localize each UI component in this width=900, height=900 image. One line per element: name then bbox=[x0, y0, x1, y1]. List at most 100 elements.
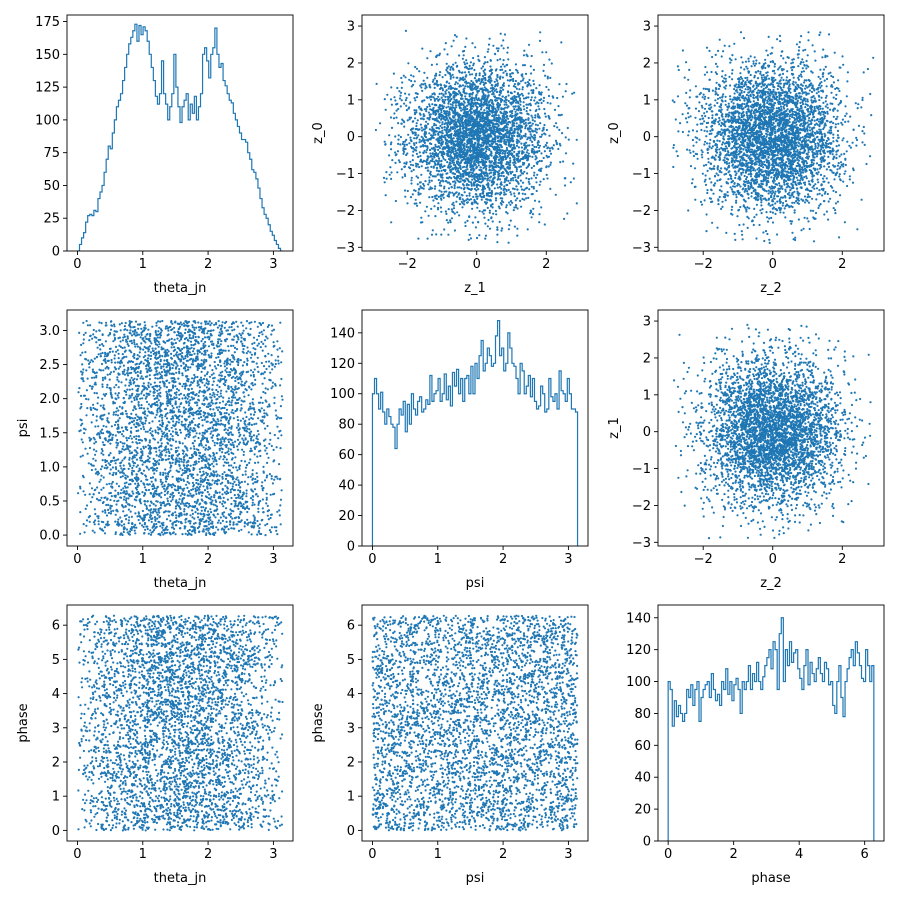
scatter-point bbox=[538, 221, 541, 224]
scatter-point bbox=[502, 47, 505, 50]
scatter-point bbox=[487, 184, 490, 187]
scatter-point bbox=[470, 144, 473, 147]
scatter-point bbox=[520, 157, 523, 161]
scatter-point bbox=[476, 126, 479, 129]
scatter-point bbox=[511, 170, 514, 173]
scatter-point bbox=[428, 96, 431, 99]
scatter-point bbox=[538, 39, 542, 43]
scatter-point bbox=[513, 163, 516, 167]
scatter-point bbox=[688, 96, 691, 99]
scatter-point bbox=[816, 193, 819, 196]
scatter-point bbox=[471, 83, 475, 86]
scatter-point bbox=[466, 123, 469, 126]
scatter-point bbox=[514, 63, 518, 66]
scatter-point bbox=[447, 96, 450, 99]
scatter-point bbox=[471, 178, 474, 181]
scatter-point bbox=[467, 98, 471, 102]
scatter-point bbox=[454, 164, 457, 167]
scatter-point bbox=[452, 92, 455, 95]
scatter-point bbox=[742, 223, 745, 226]
scatter-point bbox=[466, 120, 469, 123]
scatter-point bbox=[385, 171, 388, 174]
scatter-point bbox=[496, 76, 499, 79]
scatter-point bbox=[474, 74, 477, 77]
scatter-point bbox=[417, 237, 420, 240]
scatter-point bbox=[521, 181, 525, 184]
scatter-point bbox=[375, 82, 378, 85]
scatter-point bbox=[491, 89, 494, 92]
scatter-point bbox=[454, 118, 457, 121]
scatter-point bbox=[546, 101, 549, 104]
scatter-point bbox=[475, 98, 478, 101]
scatter-point bbox=[505, 149, 508, 152]
scatter-point bbox=[566, 126, 569, 130]
y-tick-label: −3 bbox=[336, 241, 355, 256]
scatter-point bbox=[530, 114, 533, 117]
scatter-point bbox=[545, 128, 549, 132]
scatter-point bbox=[443, 84, 446, 87]
scatter-point bbox=[456, 195, 459, 198]
scatter-point bbox=[470, 97, 473, 100]
scatter-point bbox=[399, 91, 403, 94]
scatter-point bbox=[480, 88, 483, 91]
scatter-point bbox=[706, 191, 709, 195]
scatter-point bbox=[478, 125, 481, 128]
scatter-point bbox=[516, 135, 519, 138]
scatter-point bbox=[461, 198, 464, 201]
scatter-point bbox=[463, 142, 466, 145]
scatter-point bbox=[575, 138, 578, 141]
scatter-point bbox=[464, 123, 467, 126]
scatter-point bbox=[429, 170, 432, 173]
scatter-point bbox=[846, 80, 849, 83]
scatter-point bbox=[468, 82, 471, 85]
scatter-point bbox=[420, 83, 423, 86]
scatter-point bbox=[473, 199, 476, 202]
scatter-point bbox=[762, 231, 765, 234]
scatter-point bbox=[725, 147, 729, 150]
scatter-point bbox=[456, 82, 459, 85]
scatter-point bbox=[474, 46, 477, 49]
scatter-point bbox=[533, 120, 536, 123]
scatter-point bbox=[443, 190, 446, 193]
scatter-point bbox=[467, 146, 470, 149]
scatter-point bbox=[721, 200, 724, 203]
scatter-point bbox=[513, 108, 516, 111]
scatter-point bbox=[426, 117, 429, 120]
scatter-point bbox=[462, 89, 466, 92]
scatter-point bbox=[748, 181, 751, 184]
scatter-point bbox=[429, 152, 432, 155]
scatter-point bbox=[481, 139, 484, 142]
scatter-point bbox=[445, 117, 448, 120]
scatter-point bbox=[435, 197, 438, 201]
scatter-point bbox=[519, 199, 522, 202]
scatter-point bbox=[503, 33, 507, 36]
scatter-point bbox=[470, 127, 473, 130]
scatter-point bbox=[474, 163, 477, 166]
scatter-point bbox=[545, 165, 548, 168]
scatter-point bbox=[426, 122, 430, 125]
scatter-point bbox=[507, 105, 510, 108]
scatter-point bbox=[522, 54, 526, 57]
scatter-point bbox=[469, 130, 472, 133]
scatter-point bbox=[440, 184, 443, 187]
scatter-point bbox=[437, 178, 440, 182]
scatter-point bbox=[490, 160, 493, 163]
scatter-point bbox=[519, 111, 522, 114]
scatter-point bbox=[557, 147, 560, 151]
scatter-point bbox=[525, 156, 528, 160]
scatter-point bbox=[445, 190, 448, 193]
scatter-point bbox=[464, 224, 467, 228]
scatter-point bbox=[499, 202, 502, 205]
scatter-point bbox=[438, 127, 441, 130]
scatter-point bbox=[473, 157, 476, 160]
scatter-point bbox=[489, 59, 492, 62]
scatter-point bbox=[390, 86, 393, 89]
scatter-point bbox=[715, 172, 718, 175]
scatter-point bbox=[844, 114, 847, 118]
scatter-point bbox=[500, 65, 503, 68]
scatter-point bbox=[471, 167, 474, 170]
scatter-point bbox=[532, 79, 535, 82]
scatter-point bbox=[500, 121, 503, 124]
